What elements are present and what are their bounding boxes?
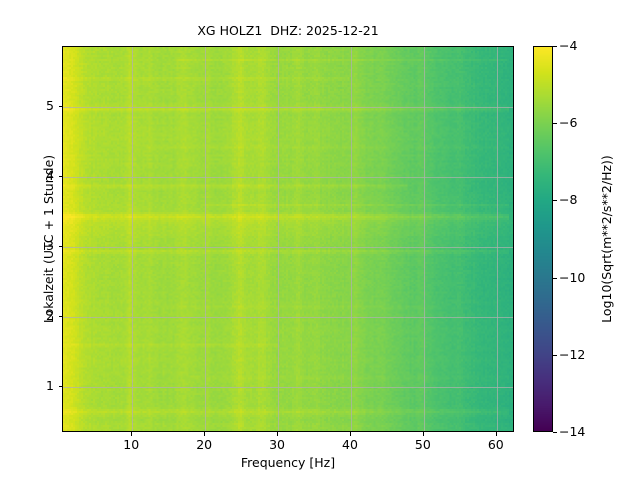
x-tick-label: 30: [269, 437, 285, 452]
y-axis-label: Lokalzeit (UTC + 1 Stunde): [41, 154, 56, 324]
x-tick-label: 50: [414, 437, 431, 452]
y-tick-mark: [58, 316, 62, 318]
x-tick-mark: [422, 432, 424, 436]
x-tick-label: 40: [342, 437, 358, 452]
y-tick-label: 3: [46, 238, 54, 254]
y-tick-mark: [58, 386, 62, 388]
colorbar-label: Log10(Sqrt(m**2/s**2/Hz)): [599, 155, 614, 323]
colorbar-tick-mark: [553, 200, 557, 202]
x-tick-mark: [131, 432, 133, 436]
colorbar-gradient: [534, 47, 552, 431]
colorbar-tick-label: −12: [559, 346, 586, 362]
spectrogram-image: [63, 47, 513, 431]
colorbar-tick-label: −14: [559, 424, 586, 439]
y-tick-label: 2: [46, 308, 54, 324]
x-tick-mark: [204, 432, 206, 436]
y-tick-label: 5: [46, 97, 54, 113]
spectrogram-axes[interactable]: [62, 46, 514, 432]
y-tick-label: 1: [46, 378, 54, 394]
colorbar-tick-mark: [553, 277, 557, 279]
chart-title: XG HOLZ1 DHZ: 2025-12-21: [197, 23, 379, 38]
y-tick-mark: [58, 246, 62, 248]
x-tick-label: 60: [487, 437, 504, 452]
x-tick-label: 10: [123, 437, 140, 452]
colorbar-tick-label: −8: [559, 192, 578, 208]
y-tick-mark: [58, 105, 62, 107]
x-tick-label: 20: [196, 437, 213, 452]
colorbar-tick-mark: [553, 432, 557, 433]
colorbar-tick-label: −4: [559, 38, 578, 53]
x-tick-mark: [349, 432, 351, 436]
x-axis-label: Frequency [Hz]: [240, 455, 336, 470]
colorbar-tick-mark: [553, 123, 557, 125]
x-tick-mark: [277, 432, 279, 436]
colorbar-tick-label: −6: [559, 115, 578, 131]
x-tick-mark: [495, 432, 497, 436]
y-tick-label: 4: [46, 167, 54, 183]
colorbar-tick-mark: [553, 46, 557, 47]
colorbar-tick-label: −10: [559, 269, 586, 285]
y-tick-mark: [58, 175, 62, 177]
colorbar-tick-mark: [553, 354, 557, 356]
colorbar-axes[interactable]: [533, 46, 553, 432]
